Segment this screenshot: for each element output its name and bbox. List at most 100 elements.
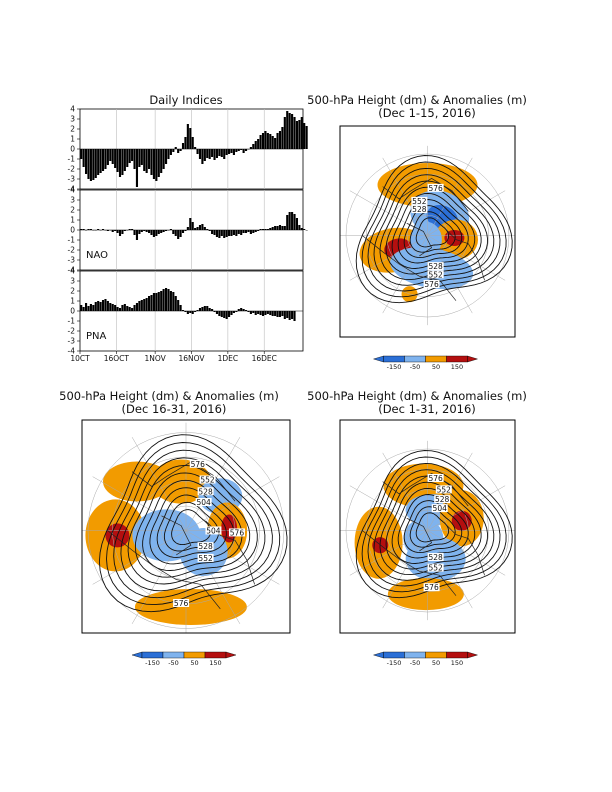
index-bar	[94, 302, 97, 311]
y-tick-label: 0	[70, 226, 75, 235]
index-bar	[261, 133, 265, 149]
index-bar	[131, 229, 134, 230]
index-bar	[291, 311, 294, 319]
y-tick-label: 1	[70, 216, 75, 225]
y-tick-label: 2	[70, 125, 75, 134]
contour-label-bg	[189, 459, 206, 468]
panel-label-nao: NAO	[86, 250, 108, 261]
index-bar	[242, 149, 245, 153]
contour-label: 576	[428, 184, 443, 193]
index-bar	[126, 149, 129, 167]
colorbar-label: -150	[387, 659, 402, 667]
index-bar	[167, 289, 170, 311]
y-tick-label: 4	[70, 267, 75, 276]
index-bar	[191, 222, 194, 230]
contour-label-bg	[205, 526, 222, 535]
map2-title: 500-hPa Height (dm) & Anomalies (m)	[59, 389, 279, 403]
index-bar	[87, 149, 90, 179]
coastline	[406, 517, 433, 552]
colorbar-label: -50	[410, 659, 421, 667]
index-bar	[89, 229, 92, 230]
index-bar	[228, 230, 231, 236]
colorbar-segment	[141, 651, 164, 659]
index-bar	[215, 230, 219, 237]
index-bar	[223, 230, 226, 238]
contour-label-bg	[197, 553, 214, 562]
index-bar	[203, 227, 206, 230]
colorbar-arrow-high	[225, 651, 237, 659]
index-bar	[177, 300, 180, 311]
index-bar	[106, 301, 109, 311]
contour-label: 552	[428, 564, 443, 573]
height-contour	[409, 506, 456, 548]
y-tick-label: 1	[70, 297, 75, 306]
index-bar	[271, 136, 274, 149]
index-bar	[220, 149, 223, 157]
index-bar	[242, 230, 245, 233]
index-bar	[181, 230, 185, 233]
index-bar	[160, 149, 163, 173]
y-tick-label: 3	[70, 115, 75, 124]
y-tick-label: 4	[70, 186, 75, 195]
contour-label: 504	[206, 526, 221, 535]
index-bar	[148, 149, 151, 169]
height-contour	[367, 167, 501, 292]
index-bar	[106, 230, 109, 231]
contour-label-bg	[434, 495, 451, 504]
index-bar	[293, 311, 296, 321]
index-bar	[298, 120, 301, 149]
contour-label-bg	[427, 183, 444, 192]
index-bar	[174, 230, 177, 236]
index-bar	[80, 149, 83, 159]
y-tick-label: -2	[68, 165, 76, 174]
contour-label-bg	[427, 553, 444, 562]
index-bar	[89, 149, 92, 181]
y-tick-label: -4	[68, 266, 76, 275]
index-bar	[169, 229, 172, 230]
index-bar	[184, 311, 187, 312]
meridian	[427, 157, 473, 236]
index-bar	[286, 111, 289, 149]
index-bar	[266, 311, 269, 314]
index-bar	[155, 293, 158, 311]
index-bar	[131, 149, 134, 161]
index-bar	[177, 149, 180, 153]
meridian	[92, 476, 187, 531]
index-bar	[164, 149, 168, 164]
index-bar	[254, 230, 257, 232]
contour-label: 552	[198, 554, 213, 563]
index-bar	[101, 149, 105, 171]
height-contour	[361, 161, 507, 298]
contour-label-bg	[195, 498, 212, 507]
y-tick-label: -4	[68, 185, 76, 194]
index-bar	[189, 218, 192, 230]
map-dec-1-15: 500-hPa Height (dm) & Anomalies (m) (Dec…	[307, 93, 527, 371]
contour-label: 528	[198, 487, 213, 496]
contour-label-bg	[427, 262, 444, 271]
index-bar	[291, 212, 294, 230]
index-bar	[215, 149, 219, 158]
height-contour	[385, 481, 482, 570]
index-bar	[286, 215, 289, 230]
index-bar	[247, 230, 250, 232]
colorbar-segment	[204, 651, 227, 659]
contour-label: 528	[412, 205, 427, 214]
indices-title: Daily Indices	[149, 93, 222, 107]
y-tick-label: 2	[70, 206, 75, 215]
index-bar	[145, 149, 148, 173]
index-bar	[162, 289, 165, 311]
index-bar	[293, 117, 296, 149]
index-bar	[150, 295, 153, 311]
index-bar	[196, 149, 199, 154]
index-bar	[291, 114, 294, 149]
index-bar	[148, 296, 151, 311]
colorbar-segment	[446, 651, 468, 659]
index-bar	[201, 307, 204, 311]
index-bar	[220, 311, 223, 317]
y-tick-label: 0	[70, 145, 75, 154]
index-bar	[223, 311, 226, 318]
contour-label-bg	[435, 485, 452, 494]
meridian	[382, 235, 428, 314]
map2-subtitle: (Dec 16-31, 2016)	[122, 402, 227, 416]
